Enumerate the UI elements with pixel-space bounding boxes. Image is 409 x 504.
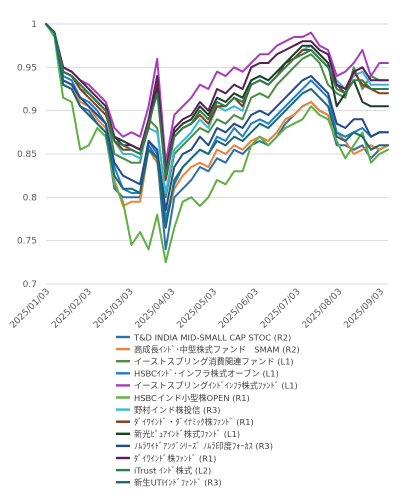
legend-label: HSBCインド小型株OPEN (R1) <box>134 393 250 403</box>
legend-item: ﾉﾑﾗﾜｲﾄﾞｱﾝﾂﾞｼﾘｰｽﾞ ﾉﾑﾗ印度ﾌｫｰｶｽ (R3) <box>116 441 273 451</box>
legend-label: iTrust ｲﾝﾄﾞ株式 (L2) <box>134 465 211 475</box>
series-line-5 <box>45 23 389 164</box>
legend-label: イーストスプリングｲﾝﾄﾞｲﾝﾌﾗ株式ﾌｧﾝﾄﾞ (L1) <box>134 381 298 391</box>
legend-item: ﾀﾞｲﾜｲﾝﾄﾞ・ﾀﾞｲﾅﾐｯｸ株ﾌｧﾝﾄﾞ (R1) <box>116 417 254 427</box>
legend-item: 野村インド株投信 (R3) <box>116 405 221 415</box>
series-line-13 <box>45 23 389 229</box>
legend-label: 新光ﾋﾟｭｱｲﾝﾄﾞ株式ﾌｧﾝﾄﾞ (L1) <box>134 429 240 439</box>
legend-item: イーストスプリングｲﾝﾄﾞｲﾝﾌﾗ株式ﾌｧﾝﾄﾞ (L1) <box>116 381 298 391</box>
legend-label: ﾉﾑﾗﾜｲﾄﾞｱﾝﾂﾞｼﾘｰｽﾞ ﾉﾑﾗ印度ﾌｫｰｶｽ (R3) <box>134 441 273 451</box>
gridlines <box>46 23 388 285</box>
series-line-6 <box>45 23 389 264</box>
legend: T&D INDIA MID-SMALL CAP STOC (R2) 高成長ｲﾝﾄﾞ… <box>116 332 300 488</box>
y-tick-label: 0.85 <box>17 150 37 160</box>
series-line-10 <box>45 23 389 212</box>
series-line-4 <box>45 23 389 220</box>
legend-label: イーストスプリング消費関連ファンド (L1) <box>134 357 294 367</box>
legend-item: HSBCｲﾝﾄﾞ･インフラ株式オープン (L1) <box>116 369 279 379</box>
legend-item: 新生UTIｲﾝﾄﾞﾌｧﾝﾄﾞ (R3) <box>116 478 222 488</box>
legend-label: 野村インド株投信 (R3) <box>134 405 221 415</box>
legend-label: ﾀﾞｲﾜｲﾝﾄﾞ株ﾌｧﾝﾄﾞ (R1) <box>134 453 216 463</box>
y-tick-label: 1 <box>31 20 37 30</box>
series-line-11 <box>45 23 389 173</box>
legend-item: 新光ﾋﾟｭｱｲﾝﾄﾞ株式ﾌｧﾝﾄﾞ (L1) <box>116 429 240 439</box>
y-tick-label: 0.9 <box>23 107 38 117</box>
legend-item: イーストスプリング消費関連ファンド (L1) <box>116 357 294 367</box>
legend-item: ﾀﾞｲﾜｲﾝﾄﾞ株ﾌｧﾝﾄﾞ (R1) <box>116 453 216 463</box>
legend-item: iTrust ｲﾝﾄﾞ株式 (L2) <box>116 465 211 475</box>
y-tick-label: 0.7 <box>23 280 37 290</box>
legend-item: 高成長ｲﾝﾄﾞ･中型株式ファンド SMAM (R2) <box>116 344 300 354</box>
legend-label: ﾀﾞｲﾜｲﾝﾄﾞ・ﾀﾞｲﾅﾐｯｸ株ﾌｧﾝﾄﾞ (R1) <box>134 417 254 427</box>
legend-item: T&D INDIA MID-SMALL CAP STOC (R2) <box>116 332 291 342</box>
y-axis: 1 0.95 0.9 0.85 0.8 0.75 0.7 <box>17 20 37 290</box>
legend-label: 新生UTIｲﾝﾄﾞﾌｧﾝﾄﾞ (R3) <box>134 478 222 488</box>
series-line-2 <box>45 23 389 225</box>
y-tick-label: 0.75 <box>17 237 37 247</box>
y-tick-label: 0.8 <box>23 193 38 203</box>
legend-label: HSBCｲﾝﾄﾞ･インフラ株式オープン (L1) <box>134 369 279 379</box>
legend-item: HSBCインド小型株OPEN (R1) <box>116 393 250 403</box>
series-lines <box>45 23 389 264</box>
legend-label: 高成長ｲﾝﾄﾞ･中型株式ファンド SMAM (R2) <box>134 344 300 354</box>
series-line-12 <box>45 23 389 177</box>
y-tick-label: 0.95 <box>17 63 37 73</box>
legend-label: T&D INDIA MID-SMALL CAP STOC (R2) <box>133 332 291 342</box>
